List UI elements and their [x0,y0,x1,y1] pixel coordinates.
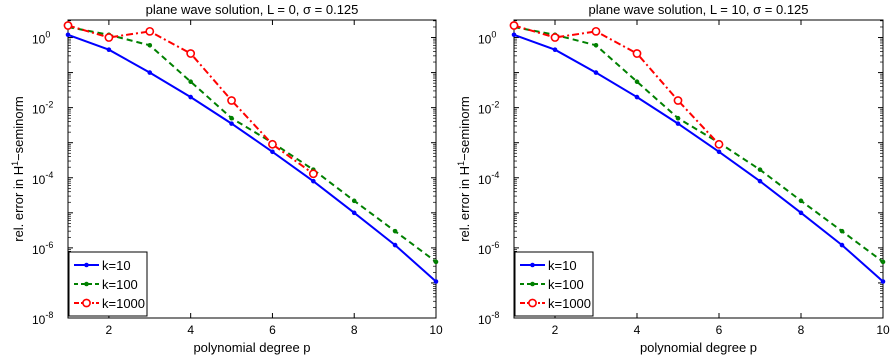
data-point [145,26,155,36]
data-point [634,94,640,100]
data-point [591,26,601,36]
data-point [757,167,763,172]
y-tick-label: 10-4 [478,170,499,187]
x-tick-label: 4 [187,323,194,337]
data-point [550,33,560,42]
data-point [147,70,153,75]
data-point [632,49,642,58]
data-point [392,242,398,248]
data-point [798,198,804,204]
data-point [839,228,845,234]
data-point [229,121,234,126]
data-point [839,242,845,248]
legend-marker [84,262,89,268]
legend-label: k=100 [102,277,138,292]
data-point [714,139,724,149]
data-point [351,210,357,216]
x-tick-label: 6 [269,323,276,337]
data-point [147,43,153,48]
x-tick-label: 4 [634,323,641,337]
x-tick-label: 10 [429,323,443,337]
series-line-k-100 [67,26,437,263]
x-tick-label: 8 [351,323,358,337]
data-point [229,115,234,121]
series-line-k-10 [513,33,884,283]
legend-marker [528,298,537,308]
data-point [798,210,804,216]
legend-marker [84,281,89,287]
series-line-k-1000 [513,24,720,145]
y-tick-label: 10-4 [32,170,53,187]
data-point [757,178,763,184]
data-point [716,149,722,155]
data-point [63,21,73,30]
data-point [188,94,193,100]
chart-title: plane wave solution, L = 10, σ = 0.125 [588,2,808,17]
data-point [593,70,599,75]
legend-marker [530,262,535,268]
data-point [433,259,439,265]
legend-label: k=1000 [102,296,145,311]
data-point [675,115,681,121]
y-tick-label: 10-8 [478,310,499,327]
data-point [308,169,318,179]
data-point [593,43,599,48]
legend-label: k=10 [102,258,131,273]
legend-label: k=100 [548,277,584,292]
data-point [634,79,640,84]
data-point [509,21,519,30]
data-point [311,178,316,184]
x-axis-label: polynomial degree p [193,340,310,355]
data-point [186,49,196,58]
data-point [106,47,112,52]
data-point [675,121,681,126]
x-tick-label: 8 [798,323,805,337]
legend-label: k=10 [548,258,577,273]
y-axis-label: rel. error in H1−seminorm [456,96,472,242]
legend-marker [82,298,91,308]
series-line-k-100 [513,26,884,263]
y-tick-label: 10-6 [478,240,499,257]
data-point [880,259,886,265]
y-tick-label: 100 [32,30,50,47]
data-point [433,279,439,284]
data-point [351,198,357,204]
y-tick-label: 10-2 [478,100,499,117]
x-tick-label: 6 [716,323,723,337]
series-line-k-10 [67,33,437,283]
data-point [188,79,193,84]
data-point [392,228,398,234]
chart-panel-2: 2 4 6 8 10 10-8 10-6 10-4 10-2 100 plane wave solu… [456,2,890,355]
data-point [552,47,558,52]
chart-panel-1: 2 4 6 8 10 10-8 10-6 10-4 10-2 100 plane wave solu… [10,2,443,355]
x-tick-label: 10 [876,323,890,337]
data-point [880,279,886,284]
y-tick-label: 10-2 [32,100,53,117]
y-tick-label: 10-8 [32,310,53,327]
y-axis-label: rel. error in H1−seminorm [10,96,26,242]
y-tick-label: 10-6 [32,240,53,257]
data-point [104,33,114,42]
legend-marker [530,281,535,287]
data-point [270,149,275,155]
data-point [511,32,517,38]
x-axis-label: polynomial degree p [640,340,757,355]
data-point [227,96,236,105]
data-point [673,96,683,105]
data-point [268,139,277,149]
chart-title: plane wave solution, L = 0, σ = 0.125 [146,2,359,17]
x-tick-label: 2 [552,323,559,337]
legend-label: k=1000 [548,296,591,311]
data-point [65,32,71,38]
x-tick-label: 2 [106,323,113,337]
y-tick-label: 100 [478,30,496,47]
